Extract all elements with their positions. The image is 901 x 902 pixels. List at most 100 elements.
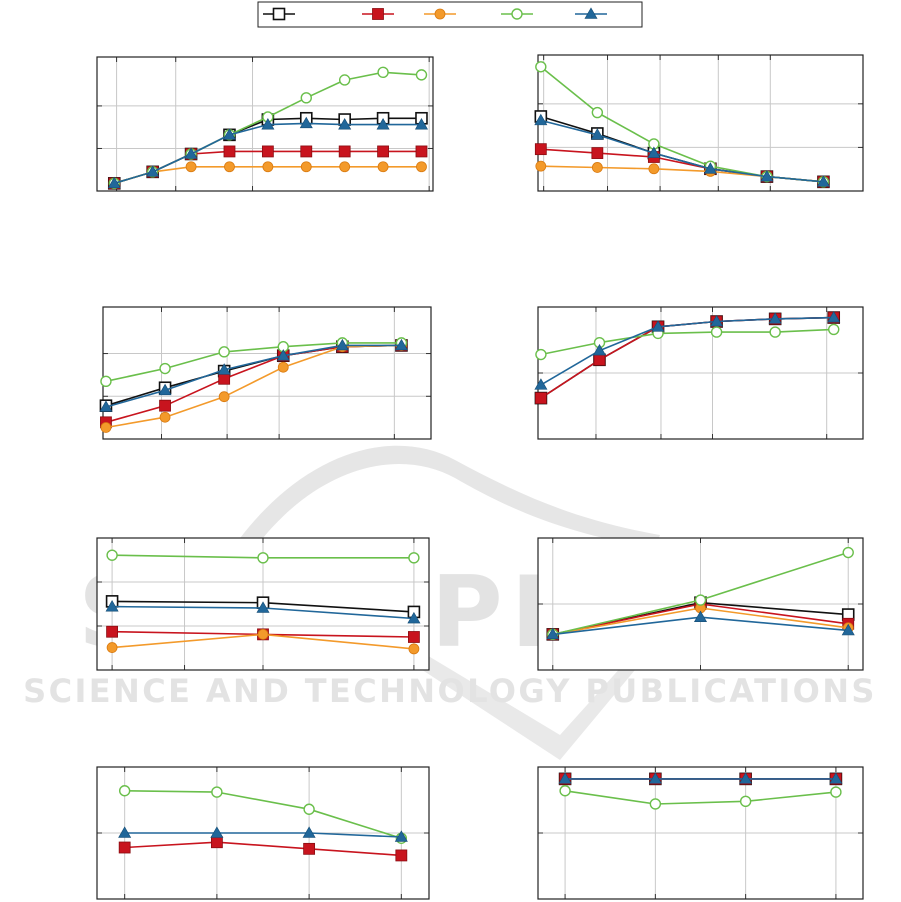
data-point-blue <box>394 338 408 351</box>
legend-entry <box>424 8 456 20</box>
data-point-orange <box>277 361 289 373</box>
data-point-green <box>694 594 707 606</box>
data-point-green <box>211 786 223 798</box>
plot-frame <box>96 766 430 900</box>
legend-entry <box>263 7 295 21</box>
data-point-blue <box>816 175 830 187</box>
data-point-red <box>535 392 547 404</box>
data-point-blue <box>414 118 428 130</box>
data-point-orange <box>218 391 230 403</box>
data-point-blue <box>222 128 236 140</box>
data-point-red <box>159 399 171 412</box>
watermark-subtitle: SCIENCE AND TECHNOLOGY PUBLICATIONS <box>23 672 877 710</box>
data-point-red <box>408 631 420 643</box>
data-point-red <box>415 145 428 158</box>
data-point-blue <box>739 772 753 784</box>
chart-panels <box>96 54 864 900</box>
chart-panel-row3-left <box>96 537 430 671</box>
data-point-orange <box>262 161 274 173</box>
data-point-green <box>338 74 351 86</box>
data-point-blue <box>829 772 843 784</box>
data-point-green <box>842 546 854 559</box>
data-point-green <box>559 785 571 797</box>
data-point-orange <box>408 643 420 655</box>
legend <box>257 1 643 28</box>
legend-entry <box>575 7 607 19</box>
data-point-blue <box>760 170 774 182</box>
data-point-blue <box>99 400 113 412</box>
data-point-orange <box>339 161 351 173</box>
data-point-red <box>534 143 547 156</box>
data-point-green <box>710 326 723 338</box>
series-line-green <box>540 328 834 356</box>
data-point-green <box>769 326 781 338</box>
plot-frame <box>537 306 864 440</box>
data-point-blue <box>146 165 160 177</box>
data-point-blue <box>648 772 662 784</box>
data-point-orange <box>300 161 312 173</box>
data-point-orange <box>648 163 660 175</box>
data-point-blue <box>841 623 855 636</box>
data-point-red <box>218 372 231 385</box>
data-point-orange <box>224 161 235 173</box>
data-point-blue <box>534 113 548 126</box>
legend-entry <box>501 8 533 20</box>
data-point-green <box>415 69 428 81</box>
data-point-blue <box>651 320 665 332</box>
data-point-blue <box>590 128 604 140</box>
data-point-blue <box>768 312 782 324</box>
data-point-green <box>830 786 842 798</box>
data-point-orange <box>106 642 118 653</box>
data-point-blue <box>558 772 572 784</box>
series-line-blue <box>124 832 402 838</box>
data-point-red <box>303 842 316 855</box>
data-point-blue <box>394 830 408 842</box>
chart-panel-row1-right <box>534 54 864 192</box>
chart-panel-row3-right <box>537 537 864 671</box>
data-point-blue <box>376 118 390 130</box>
plot-frame <box>96 537 430 671</box>
data-point-blue <box>693 610 708 622</box>
watermark-logo-swoosh <box>235 445 660 555</box>
data-point-red <box>300 145 313 158</box>
data-point-green <box>106 549 118 561</box>
plot-frame <box>96 56 434 192</box>
plot-area <box>103 307 431 439</box>
data-point-green <box>535 348 547 361</box>
data-point-green <box>649 798 662 810</box>
data-point-red <box>118 841 131 854</box>
data-point-blue <box>827 310 841 323</box>
data-point-red <box>106 625 118 638</box>
data-point-orange <box>100 422 112 433</box>
data-point-orange <box>257 628 269 640</box>
data-point-green <box>100 375 112 388</box>
data-point-blue <box>335 338 349 351</box>
plot-frame <box>537 766 864 900</box>
chart-panel-row2-left <box>99 306 432 440</box>
data-point-blue <box>592 343 607 356</box>
data-point-blue <box>217 363 231 375</box>
data-point-green <box>118 785 131 797</box>
data-point-orange <box>535 160 547 172</box>
data-point-blue <box>261 118 275 130</box>
data-point-blue <box>158 383 172 396</box>
chart-panel-row2-right <box>534 306 864 440</box>
data-point-red <box>377 145 389 158</box>
legend-entry <box>362 8 394 20</box>
data-point-blue <box>118 826 132 838</box>
plot-frame <box>102 306 432 440</box>
data-point-blue <box>299 116 313 129</box>
data-point-green <box>218 346 230 358</box>
series-line-green <box>564 790 836 805</box>
series-line-blue <box>540 119 824 183</box>
data-point-red <box>591 147 604 159</box>
data-point-blue <box>107 176 121 189</box>
data-point-green <box>535 61 547 73</box>
series-line-blue <box>540 316 834 386</box>
data-point-red <box>210 836 223 849</box>
series-line-green <box>105 342 402 383</box>
chart-panel-row1-left <box>96 56 434 192</box>
data-point-orange <box>377 161 389 173</box>
data-point-blue <box>710 314 724 327</box>
